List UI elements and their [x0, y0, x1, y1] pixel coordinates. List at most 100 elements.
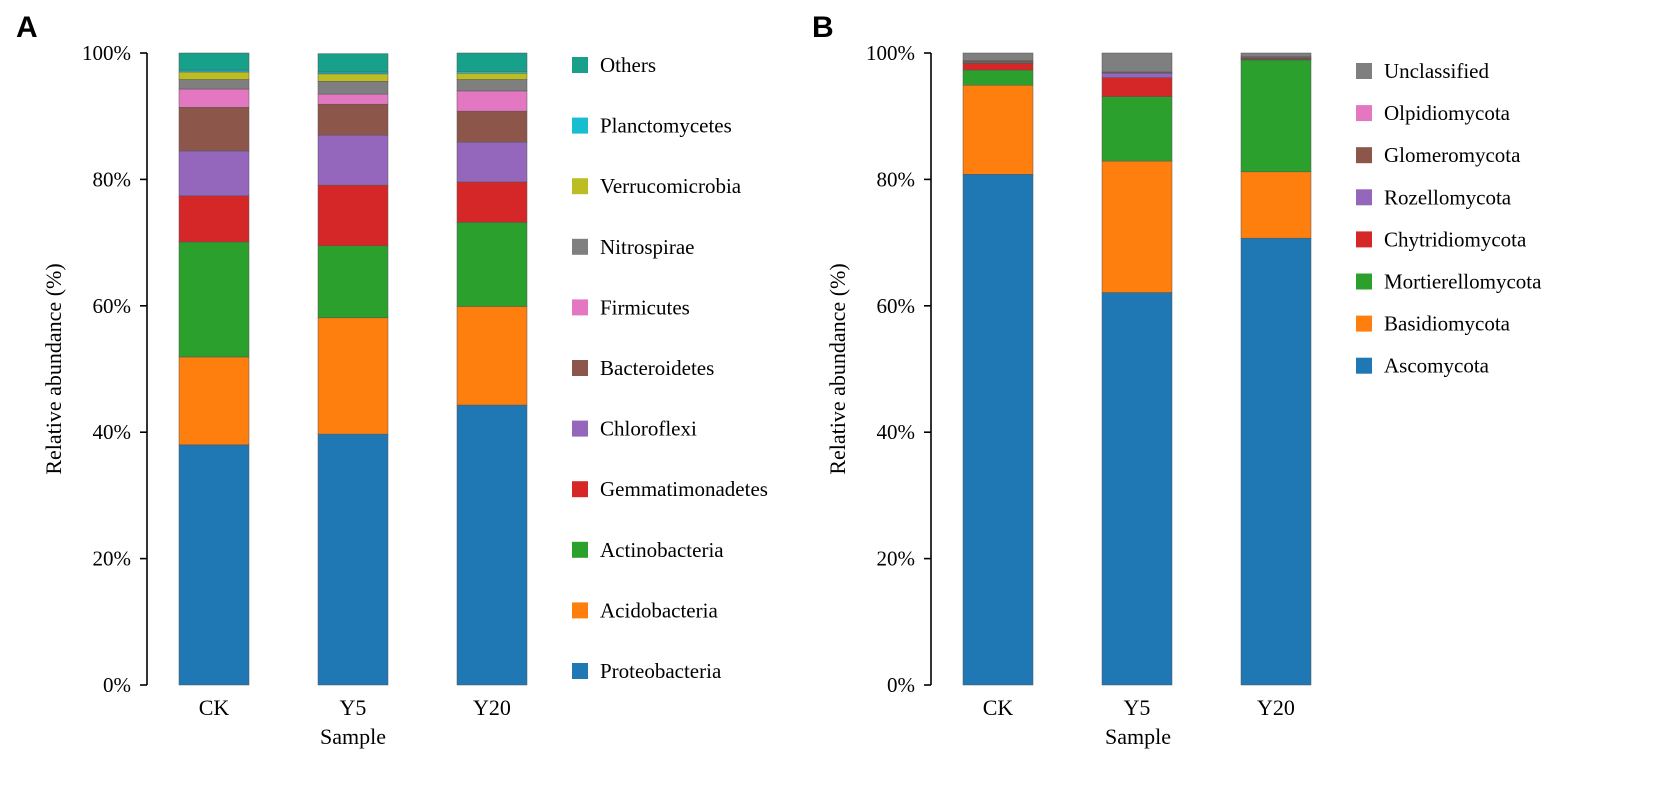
- panel-a-legend-swatch-acidobacteria: [572, 602, 588, 619]
- panel-a-bar-y20-others: [456, 52, 528, 72]
- panel-a-bar-y5-gemmatimonadetes: [317, 184, 389, 247]
- panel-a: A Relative abundance (%) Sample 0% 20% 40%…: [16, 11, 768, 749]
- panel-b-categories: CK Y5 Y20: [983, 695, 1295, 720]
- panel-a-bar-y5-actinobacteria: [317, 245, 389, 319]
- panel-a-bar-y20-actinobacteria: [456, 222, 528, 307]
- panel-a-bar-y5-chloroflexi: [317, 134, 389, 186]
- panel-b-legend-swatch-chytridiomycota: [1356, 231, 1372, 248]
- panel-b-legend-label-unclassified: Unclassified: [1384, 59, 1489, 83]
- panel-a-bar-y5-planctomycetes: [317, 71, 389, 75]
- panel-b-bar-y5-chytridiomycota: [1101, 77, 1173, 97]
- panel-a-legend: Others Planctomycetes Verrucomicrobia Nitro…: [572, 53, 768, 683]
- panel-a-y-axis-title: Relative abundance (%): [41, 263, 66, 474]
- panel-a-bar-y5-acidobacteria: [317, 317, 389, 435]
- panel-a-bar-y20-verrucomicrobia: [456, 72, 528, 80]
- panel-b-bar-y20-mortierellomycota: [1240, 59, 1312, 173]
- panel-b-legend-swatch-glomeromycota: [1356, 147, 1372, 164]
- panel-a-legend-swatch-bacteroidetes: [572, 360, 588, 376]
- panel-a-legend-swatch-proteobacteria: [572, 663, 588, 679]
- panel-a-bar-y20-acidobacteria: [456, 306, 528, 406]
- panel-a-bar-ck-nitrospirae: [178, 79, 250, 90]
- panel-b-bar-y5-basidiomycota: [1101, 160, 1173, 293]
- panel-a-bar-y20-gemmatimonadetes: [456, 181, 528, 223]
- panel-b-legend-swatch-unclassified: [1356, 63, 1372, 79]
- panel-b-legend-label-basidiomycota: Basidiomycota: [1384, 312, 1511, 336]
- panel-b-y-tick-label: 100%: [866, 41, 915, 65]
- panel-b-bar-ck-glomeromycota: [962, 60, 1034, 64]
- panel-b-legend: Unclassified Olpidiomycota Glomeromycota Ro…: [1356, 59, 1542, 378]
- panel-b-bar-y5-unclassified: [1101, 52, 1173, 73]
- panel-a-y-tick-label: 100%: [82, 41, 131, 65]
- panel-a-y-tick-label: 20%: [93, 547, 132, 571]
- panel-a-bar-ck-acidobacteria: [178, 356, 250, 446]
- panel-b-bar-y20-unclassified: [1240, 52, 1312, 58]
- panel-b-y-tick-label: 20%: [877, 547, 916, 571]
- panel-a-bar-y5-nitrospirae: [317, 81, 389, 95]
- panel-b-y-ticks: 0% 20% 40% 60% 80% 100%: [866, 41, 931, 697]
- panel-a-bar-ck-verrucomicrobia: [178, 71, 250, 80]
- panel-b-legend-label-chytridiomycota: Chytridiomycota: [1384, 227, 1527, 251]
- panel-a-legend-label-actinobacteria: Actinobacteria: [600, 538, 724, 562]
- panel-a-bar-y20-planctomycetes: [456, 71, 528, 74]
- panel-a-bar-y20-bacteroidetes: [456, 110, 528, 143]
- panel-a-legend-swatch-gemmatimonadetes: [572, 481, 588, 498]
- panel-a-bar-y5-proteobacteria: [317, 433, 389, 686]
- panel-b-y-tick-label: 40%: [877, 420, 916, 444]
- panel-b-label: B: [812, 11, 834, 44]
- panel-a-legend-swatch-actinobacteria: [572, 541, 588, 558]
- panel-a-legend-label-proteobacteria: Proteobacteria: [600, 659, 722, 683]
- panel-b-bar-ck-chytridiomycota: [962, 63, 1034, 71]
- panel-a-x-category-label: CK: [199, 695, 230, 720]
- panel-a-bar-y20-nitrospirae: [456, 79, 528, 92]
- panel-a-y-tick-label: 60%: [93, 294, 132, 318]
- panel-a-legend-label-chloroflexi: Chloroflexi: [600, 417, 697, 441]
- panel-a-legend-label-verrucomicrobia: Verrucomicrobia: [600, 174, 742, 198]
- panel-b-y-tick-label: 80%: [877, 167, 916, 191]
- panel-b-bar-ck-ascomycota: [962, 174, 1034, 686]
- panel-a-y-tick-label: 80%: [93, 167, 132, 191]
- panel-a-x-axis-title: Sample: [320, 724, 386, 749]
- panel-b-legend-label-rozellomycota: Rozellomycota: [1384, 185, 1512, 209]
- panel-a-bar-ck-actinobacteria: [178, 241, 250, 358]
- panel-b-x-category-label: Y20: [1257, 695, 1295, 720]
- panel-a-bar-y5-others: [317, 53, 389, 73]
- panel-b-bar-y5-mortierellomycota: [1101, 96, 1173, 162]
- panel-a-legend-swatch-nitrospirae: [572, 238, 588, 255]
- panel-a-bar-y5-firmicutes: [317, 93, 389, 105]
- panel-a-label: A: [16, 11, 38, 44]
- panel-b-x-category-label: Y5: [1124, 695, 1151, 720]
- panel-b-legend-swatch-mortierellomycota: [1356, 273, 1372, 290]
- panel-b-x-category-label: CK: [983, 695, 1014, 720]
- panel-a-x-category-label: Y5: [340, 695, 367, 720]
- panel-b-y-axis-title: Relative abundance (%): [825, 263, 850, 474]
- panel-a-bar-y20-proteobacteria: [456, 404, 528, 686]
- panel-b-bars: [962, 52, 1312, 686]
- panel-a-bar-y5-verrucomicrobia: [317, 73, 389, 82]
- panel-a-bar-ck-firmicutes: [178, 88, 250, 108]
- panel-a-legend-label-gemmatimonadetes: Gemmatimonadetes: [600, 477, 768, 501]
- panel-b-bar-y5-rozellomycota: [1101, 72, 1173, 78]
- panel-b-bar-y20-ascomycota: [1240, 237, 1312, 686]
- panel-a-bar-ck-gemmatimonadetes: [178, 195, 250, 243]
- panel-b-x-axis-title: Sample: [1105, 724, 1171, 749]
- panel-a-legend-label-others: Others: [600, 53, 656, 77]
- panel-b-legend-swatch-ascomycota: [1356, 357, 1372, 374]
- panel-b-legend-label-ascomycota: Ascomycota: [1384, 354, 1490, 378]
- panel-a-bar-ck-others: [178, 52, 250, 71]
- panel-a-legend-label-firmicutes: Firmicutes: [600, 295, 690, 319]
- panel-b-bar-y20-basidiomycota: [1240, 171, 1312, 239]
- panel-a-bar-ck-bacteroidetes: [178, 107, 250, 152]
- panel-b-legend-label-mortierellomycota: Mortierellomycota: [1384, 270, 1542, 294]
- panel-a-y-tick-label: 40%: [93, 420, 132, 444]
- panel-b-bar-ck-unclassified: [962, 52, 1034, 61]
- panel-a-x-category-label: Y20: [473, 695, 511, 720]
- panel-a-bar-ck-proteobacteria: [178, 444, 250, 686]
- panel-a-bar-ck-planctomycetes: [178, 69, 250, 73]
- panel-a-categories: CK Y5 Y20: [199, 695, 511, 720]
- panel-a-legend-swatch-chloroflexi: [572, 420, 588, 437]
- panel-a-legend-swatch-planctomycetes: [572, 117, 588, 134]
- panel-a-bar-y5-bacteroidetes: [317, 103, 389, 136]
- panel-b-legend-swatch-olpidiomycota: [1356, 105, 1372, 122]
- panel-a-y-ticks: 0% 20% 40% 60% 80% 100%: [82, 41, 147, 697]
